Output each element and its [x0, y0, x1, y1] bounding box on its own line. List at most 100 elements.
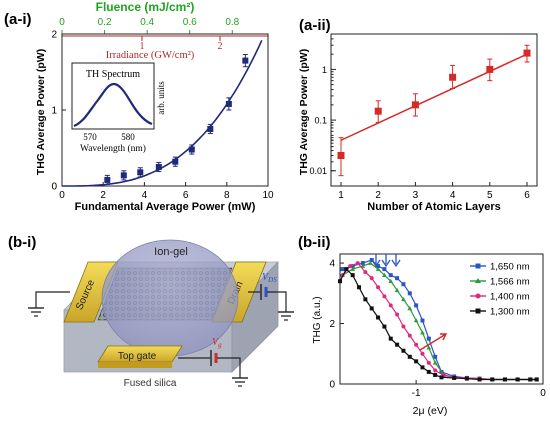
y-tick-label-a-ii: 1 — [322, 65, 327, 75]
series-marker — [376, 264, 381, 269]
source-wire — [35, 291, 70, 308]
inset-ylabel: arb. units — [156, 81, 166, 115]
fit-line-a-ii — [340, 53, 528, 141]
y-axis-label-a-ii: THG Average Power (pW) — [298, 49, 310, 175]
series-marker — [420, 330, 425, 335]
series-marker — [395, 276, 400, 281]
panel-label-b-i: (b-i) — [8, 234, 36, 251]
series-marker — [401, 282, 406, 287]
irradiance-tick-label: 2 — [218, 41, 223, 52]
data-point-a-i — [120, 172, 127, 179]
inset-spectrum-curve — [73, 82, 153, 128]
x-tick-label-a-ii: 2 — [375, 190, 381, 201]
legend-swatch-marker — [475, 263, 481, 269]
series-marker — [477, 377, 482, 382]
x-tick-label-a-i: 6 — [183, 190, 189, 201]
series-marker — [395, 312, 400, 317]
vg-label: Vg — [212, 337, 222, 349]
x-tick-label-a-ii: 3 — [413, 190, 419, 201]
data-point-a-ii — [449, 73, 457, 81]
data-point-a-i — [104, 176, 111, 183]
series-marker — [420, 365, 425, 370]
series-marker — [394, 287, 400, 293]
series-marker — [407, 291, 412, 296]
series-marker — [368, 260, 373, 265]
series-marker — [528, 377, 533, 382]
x-tick-label-a-ii: 1 — [338, 190, 344, 201]
series-marker — [376, 315, 381, 320]
y-tick-label-b-ii: 0 — [329, 380, 335, 391]
legend-label: 1,300 nm — [490, 307, 530, 318]
series-marker — [344, 267, 349, 272]
x-tick-label-a-ii: 4 — [450, 190, 456, 201]
inset-spectrum: TH Spectrum 570 580 Wavelength (nm) arb.… — [71, 62, 166, 154]
data-point-a-ii — [523, 49, 531, 57]
series-marker — [382, 294, 387, 299]
fluence-axis-title: Fluence (mJ/cm²) — [96, 0, 195, 14]
y-tick-label-b-ii: 4 — [329, 259, 335, 270]
data-point-a-i — [172, 158, 179, 165]
top-gate-label: Top gate — [118, 351, 157, 362]
series-marker — [388, 273, 393, 278]
y-tick-label-a-ii: 0.01 — [309, 166, 327, 176]
series-marker — [413, 318, 419, 323]
x-tick-label-b-ii: 0 — [540, 388, 546, 399]
substrate-label: Fused silica — [124, 378, 177, 389]
x-axis-label-b-ii: 2μ (eV) — [413, 405, 448, 417]
series-marker — [432, 360, 438, 365]
peak-arrows — [371, 254, 401, 268]
panel-label-a-i: (a-i) — [4, 11, 32, 28]
series-marker — [401, 296, 406, 302]
y-axis-label-a-i: THG Average Power (pW) — [35, 49, 47, 175]
series-marker — [401, 324, 406, 329]
x-axis-label-a-ii: Number of Atomic Layers — [367, 201, 500, 213]
top-gate-front — [98, 362, 172, 368]
vg-ground-wire — [217, 357, 241, 378]
inset-tick-580: 580 — [121, 132, 135, 142]
series-marker — [407, 333, 412, 338]
series-marker — [426, 336, 431, 341]
panel-a-ii: (a-ii) 1 2 3 4 5 6 0.01 0.1 1 THG Average Power … — [298, 17, 538, 213]
legend-b-ii: 1,650 nm 1,566 nm 1,400 nm 1,300 nm — [470, 262, 530, 318]
panel-label-b-ii: (b-ii) — [298, 234, 330, 251]
series-marker — [502, 377, 507, 382]
inset-title: TH Spectrum — [86, 69, 140, 80]
data-point-a-ii — [374, 107, 382, 115]
x-tick-label-a-i: 0 — [59, 190, 65, 201]
series-marker — [420, 351, 425, 356]
series-marker — [414, 359, 419, 364]
series-b-ii — [338, 258, 539, 382]
legend-label: 1,400 nm — [490, 292, 530, 303]
series-marker — [369, 306, 374, 311]
vg-battery — [210, 350, 218, 366]
series-marker — [375, 266, 381, 271]
series-marker — [515, 377, 520, 382]
fluence-ticks: 0 0.2 0.4 0.6 0.8 — [59, 17, 240, 34]
y-tick-label-a-i: 0 — [51, 182, 57, 193]
x-tick-label-a-i: 10 — [262, 190, 274, 201]
panel-label-a-ii: (a-ii) — [299, 17, 331, 34]
series-marker — [534, 377, 539, 382]
ion-gel-label: Ion-gel — [154, 246, 188, 258]
series-marker — [382, 272, 387, 277]
fluence-tick-label: 0.2 — [98, 17, 112, 28]
ground-symbol-gate — [232, 377, 248, 387]
series-marker — [414, 342, 419, 347]
legend-swatch-marker — [475, 308, 481, 314]
data-point-a-i — [225, 100, 232, 107]
y-tick-label-a-ii: 0.1 — [314, 116, 327, 126]
data-point-a-ii — [486, 65, 494, 73]
data-point-a-i — [155, 164, 162, 170]
series-marker — [388, 303, 393, 308]
series-marker — [439, 375, 444, 380]
data-point-a-i — [188, 146, 195, 153]
series-marker — [363, 297, 368, 302]
panel-b-i: (b-i) Source Drain Ion-gel Top gate Fuse… — [8, 234, 294, 389]
series-marker — [388, 278, 394, 284]
series-marker — [433, 372, 438, 377]
series-marker — [426, 360, 431, 365]
series-marker — [426, 369, 431, 374]
